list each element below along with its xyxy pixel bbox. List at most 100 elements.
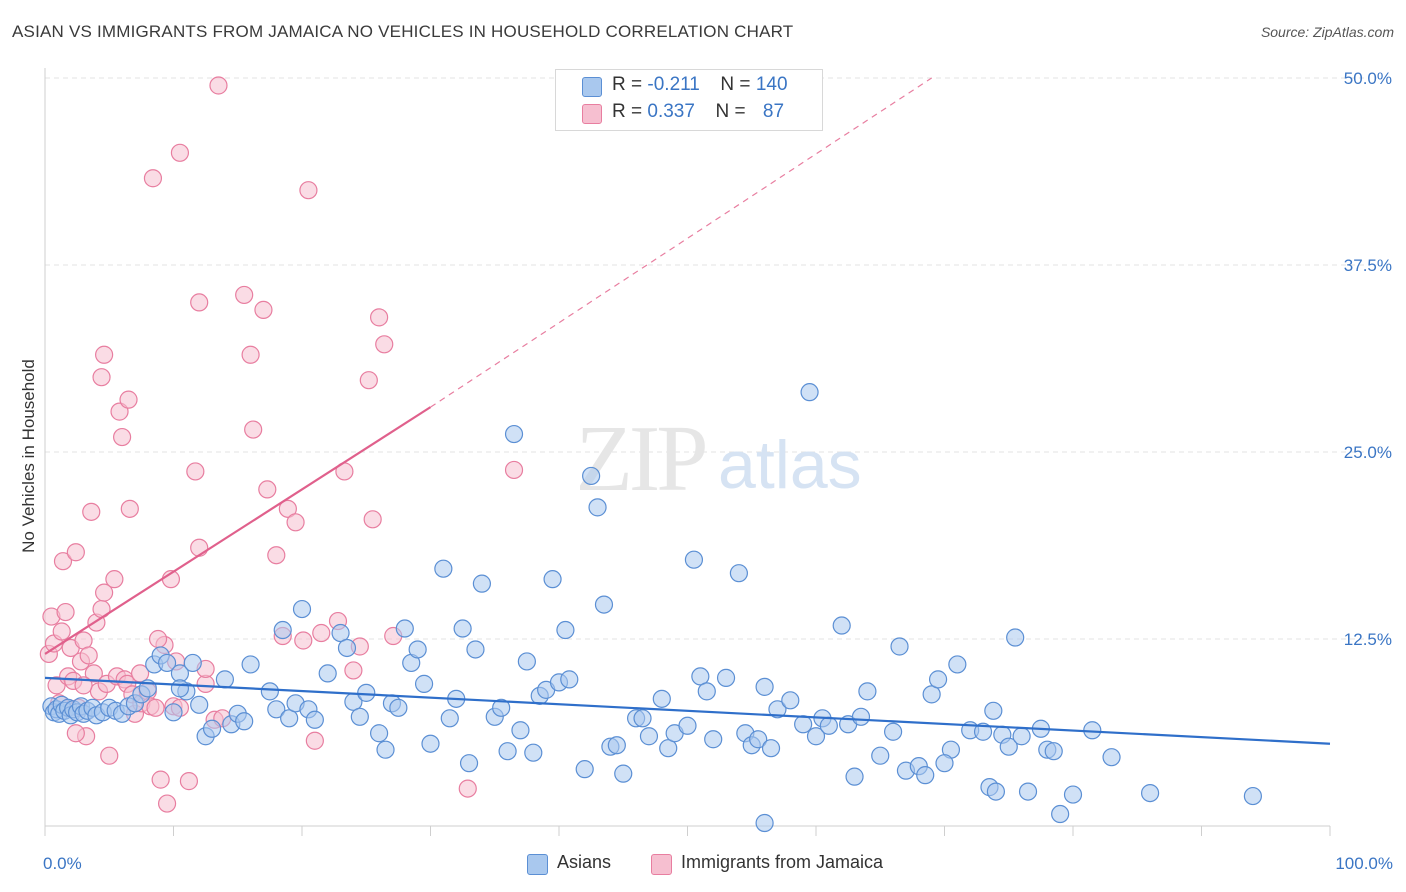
jamaica-point xyxy=(254,300,273,319)
jamaica-point xyxy=(375,335,394,354)
asian-point xyxy=(614,764,633,783)
asian-points xyxy=(42,383,1263,833)
asian-point xyxy=(389,698,408,717)
jamaica-point xyxy=(146,698,165,717)
asian-trend-line xyxy=(44,676,1331,745)
jamaica-point xyxy=(190,538,209,557)
y-tick-label: 12.5% xyxy=(1344,630,1392,649)
asian-point xyxy=(376,740,395,759)
asian-point xyxy=(639,727,659,746)
asian-point xyxy=(890,637,909,656)
jamaica-point xyxy=(359,371,378,390)
jamaica-point xyxy=(119,390,138,409)
source-credit: Source: ZipAtlas.com xyxy=(1260,24,1394,40)
axes xyxy=(44,68,1331,836)
asian-point xyxy=(575,760,594,779)
asian-point xyxy=(697,682,716,701)
asian-point xyxy=(459,754,479,773)
jamaica-point xyxy=(100,746,119,765)
jamaica-point xyxy=(344,661,363,680)
asian-point xyxy=(157,653,177,673)
jamaica-point xyxy=(235,285,254,305)
asian-point xyxy=(999,737,1018,756)
legend-swatch-asians xyxy=(527,854,548,875)
x-tick-label: 100.0% xyxy=(1335,854,1393,873)
legend-swatch-jamaica xyxy=(582,104,602,124)
asian-point xyxy=(292,599,312,619)
jamaica-point xyxy=(105,570,124,589)
asian-point xyxy=(434,559,453,578)
asian-point xyxy=(421,734,440,753)
asian-point xyxy=(472,574,491,593)
jamaica-point xyxy=(157,794,177,813)
correlation-legend: R = -0.211 N = 140 R = 0.337 N = 87 xyxy=(555,69,823,131)
asian-point xyxy=(883,722,903,741)
asian-point xyxy=(357,683,376,702)
asian-point xyxy=(588,498,607,517)
asian-point xyxy=(633,709,652,728)
asian-point xyxy=(800,383,819,402)
jamaica-point xyxy=(92,368,111,387)
asian-point xyxy=(235,712,254,731)
y-tick-label: 25.0% xyxy=(1344,443,1392,462)
legend-label-asians: Asians xyxy=(557,852,612,872)
jamaica-point xyxy=(84,664,103,683)
jamaica-trend-line xyxy=(44,406,432,655)
asian-point xyxy=(1044,742,1063,761)
asian-point xyxy=(819,716,838,735)
asian-point xyxy=(267,700,286,719)
legend-n-value-asian: 140 xyxy=(755,74,788,95)
jamaica-point xyxy=(148,629,168,649)
asian-point xyxy=(1012,727,1031,746)
asian-point xyxy=(652,689,671,708)
jamaica-point xyxy=(305,731,324,750)
asian-point xyxy=(164,703,183,722)
legend-swatch-asian xyxy=(582,77,602,97)
legend-n-value-jamaica: 87 xyxy=(762,101,785,122)
asian-point xyxy=(395,619,414,638)
x-tick-label: 0.0% xyxy=(43,854,82,873)
asian-point xyxy=(350,707,369,726)
asian-point xyxy=(794,715,813,734)
legend-r-label: R = xyxy=(612,101,643,122)
asian-point xyxy=(1140,783,1160,803)
asian-point xyxy=(466,640,485,659)
jamaica-point xyxy=(52,622,71,641)
asian-point xyxy=(492,698,511,717)
jamaica-point xyxy=(186,462,205,481)
jamaica-point xyxy=(370,308,389,327)
jamaica-point xyxy=(143,169,163,188)
jamaica-point xyxy=(151,770,170,789)
jamaica-point xyxy=(190,293,209,312)
asian-point xyxy=(594,595,614,614)
asian-point xyxy=(543,570,562,589)
jamaica-point xyxy=(79,646,98,665)
asian-point xyxy=(202,719,222,738)
legend-n-label: N = xyxy=(715,101,746,122)
chart-title: ASIAN VS IMMIGRANTS FROM JAMAICA NO VEHI… xyxy=(12,22,794,41)
jamaica-point xyxy=(363,510,382,529)
asian-point xyxy=(440,709,459,728)
jamaica-point xyxy=(458,779,477,798)
asian-point xyxy=(556,620,575,640)
jamaica-point xyxy=(170,143,190,162)
legend-r-value-asian: -0.211 xyxy=(647,74,700,95)
asian-point xyxy=(806,727,826,746)
asian-point xyxy=(858,682,877,701)
asian-point xyxy=(318,664,337,683)
y-tick-label: 37.5% xyxy=(1344,256,1392,275)
asian-point xyxy=(922,685,941,704)
jamaica-point xyxy=(241,345,260,364)
jamaica-point xyxy=(258,480,277,499)
legend-r-label: R = xyxy=(612,74,643,95)
asian-point xyxy=(273,620,292,640)
asian-point xyxy=(684,550,704,569)
asian-point xyxy=(1006,628,1025,647)
legend-r-value-jamaica: 0.337 xyxy=(647,101,695,122)
asian-point xyxy=(190,695,209,714)
asian-point xyxy=(845,767,864,786)
asian-point xyxy=(781,691,800,710)
asian-point xyxy=(928,670,948,689)
jamaica-point xyxy=(66,724,85,743)
